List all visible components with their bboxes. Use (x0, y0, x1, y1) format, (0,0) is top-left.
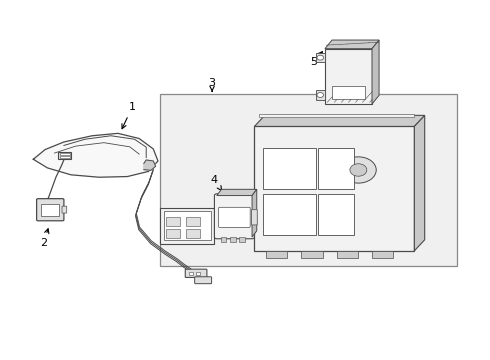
Circle shape (317, 93, 323, 98)
Bar (318, 148, 354, 189)
Polygon shape (372, 40, 379, 104)
FancyBboxPatch shape (185, 269, 207, 278)
Circle shape (341, 157, 376, 183)
Text: 1: 1 (122, 103, 136, 129)
Bar (316, 53, 325, 63)
FancyBboxPatch shape (251, 210, 257, 225)
FancyBboxPatch shape (195, 277, 212, 284)
Bar (160, 94, 457, 266)
Bar (186, 217, 200, 226)
FancyBboxPatch shape (37, 199, 64, 221)
FancyBboxPatch shape (62, 206, 67, 213)
Text: 2: 2 (40, 229, 49, 248)
Bar (239, 237, 245, 242)
Bar (372, 251, 393, 258)
Bar (263, 194, 316, 235)
Bar (60, 156, 70, 158)
Circle shape (350, 164, 367, 176)
Bar (220, 237, 226, 242)
Bar (166, 217, 180, 226)
Bar (259, 114, 415, 117)
Text: 3: 3 (209, 78, 216, 91)
Bar (332, 86, 365, 99)
Bar (263, 148, 316, 189)
Bar (189, 271, 193, 275)
FancyBboxPatch shape (219, 207, 250, 228)
Bar (301, 251, 322, 258)
Polygon shape (325, 40, 379, 49)
Bar (254, 126, 415, 251)
Bar (266, 251, 287, 258)
Circle shape (317, 55, 323, 60)
Text: 5: 5 (310, 52, 322, 67)
Bar (166, 229, 180, 238)
Bar (58, 152, 72, 158)
Bar (318, 194, 354, 235)
Bar (337, 251, 358, 258)
Bar (60, 153, 70, 155)
FancyBboxPatch shape (215, 194, 254, 239)
Bar (230, 237, 236, 242)
Bar (325, 49, 372, 104)
Text: 4: 4 (211, 175, 221, 190)
Polygon shape (252, 189, 257, 237)
Bar (196, 271, 200, 275)
Polygon shape (254, 115, 425, 126)
Bar (160, 208, 215, 244)
Polygon shape (415, 115, 425, 251)
Bar (164, 211, 211, 240)
Bar (316, 90, 325, 100)
Polygon shape (144, 160, 156, 170)
Polygon shape (217, 189, 257, 195)
Bar (186, 229, 200, 238)
Bar (41, 204, 59, 216)
Polygon shape (33, 133, 158, 177)
